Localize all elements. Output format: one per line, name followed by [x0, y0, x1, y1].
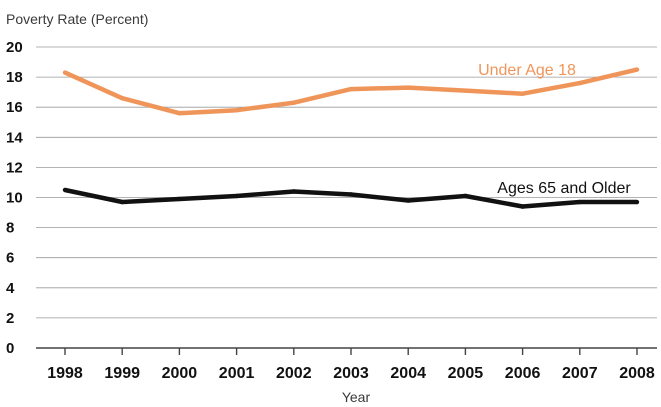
data-point	[234, 108, 239, 113]
y-tick-label: 18	[6, 69, 23, 86]
x-tick-label: 2000	[162, 365, 198, 382]
data-point	[291, 189, 296, 194]
y-axis-label: Poverty Rate (Percent)	[6, 11, 148, 27]
data-point	[348, 192, 354, 197]
data-point	[634, 199, 640, 205]
data-point	[406, 85, 411, 90]
data-point	[406, 198, 411, 203]
x-tick-label: 2005	[448, 365, 484, 382]
y-tick-label: 10	[6, 190, 23, 207]
data-point	[520, 204, 525, 209]
series-labels: Under Age 18 Ages 65 and Older	[478, 62, 631, 197]
x-tick-label: 2001	[219, 365, 255, 382]
x-tick-label: 2008	[619, 365, 655, 382]
x-tick-label: 1998	[47, 365, 83, 382]
data-point	[634, 67, 640, 72]
x-tick-label: 2007	[562, 365, 598, 382]
y-tick-label: 8	[6, 220, 14, 237]
y-tick-label: 14	[6, 129, 23, 146]
y-tick-label: 4	[6, 280, 15, 297]
x-tick-label: 1999	[104, 365, 140, 382]
x-tick-label: 2004	[390, 365, 426, 382]
series-label: Under Age 18	[478, 62, 576, 79]
y-tick-labels: 0 2 4 6 8 10 12 14 16 18 20	[6, 39, 23, 357]
x-axis-label: Year	[342, 389, 371, 405]
series-lines	[62, 67, 640, 209]
data-point	[62, 187, 68, 193]
data-point	[577, 80, 582, 86]
x-tick-label: 2002	[276, 365, 312, 382]
x-tick-label: 2006	[505, 365, 541, 382]
y-tick-label: 20	[6, 39, 23, 56]
x-tick-labels: 1998 1999 2000 2001 2002 2003 2004 2005 2006 2007…	[47, 348, 655, 382]
data-point	[577, 199, 582, 205]
series-label: Ages 65 and Older	[497, 180, 631, 197]
data-point	[234, 193, 239, 199]
data-point	[463, 193, 468, 199]
data-point	[62, 70, 68, 75]
data-point	[120, 199, 125, 205]
data-point	[348, 86, 354, 92]
data-point	[291, 100, 296, 105]
data-point	[177, 196, 182, 202]
data-point	[177, 111, 182, 116]
y-tick-label: 6	[6, 250, 14, 267]
y-tick-label: 0	[6, 340, 14, 357]
data-point	[463, 88, 468, 93]
data-point	[120, 95, 125, 101]
grid-lines	[36, 46, 657, 319]
y-tick-label: 12	[6, 159, 23, 176]
y-tick-label: 16	[6, 99, 23, 116]
y-tick-label: 2	[6, 310, 14, 327]
x-tick-label: 2003	[333, 365, 369, 382]
data-point	[520, 91, 525, 96]
